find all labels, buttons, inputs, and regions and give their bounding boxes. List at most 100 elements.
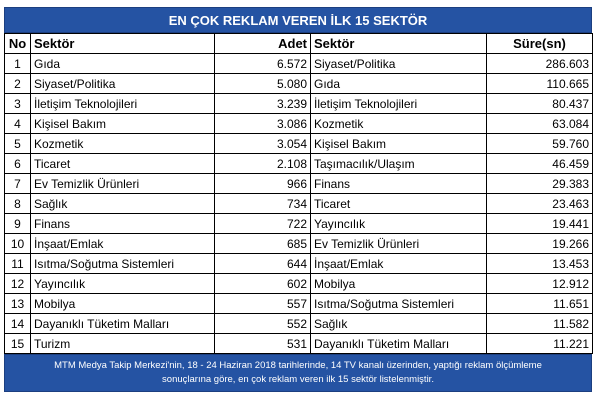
cell-no: 14	[4, 313, 31, 334]
cell-sector-by-duration: Sağlık	[310, 313, 487, 334]
cell-sector-by-duration: Siyaset/Politika	[310, 53, 487, 74]
cell-sector-by-duration: Taşımacılık/Ulaşım	[310, 153, 487, 174]
table-row: 4 Kişisel Bakım 3.086 Kozmetik 63.084	[4, 113, 593, 134]
cell-sector-by-count: Gıda	[30, 53, 215, 74]
cell-no: 1	[4, 53, 31, 74]
cell-sector-by-duration: Mobilya	[310, 273, 487, 294]
cell-sector-by-count: Isıtma/Soğutma Sistemleri	[30, 253, 215, 274]
cell-sector-by-count: Sağlık	[30, 193, 215, 214]
table-row: 9 Finans 722 Yayıncılık 19.441	[4, 213, 593, 234]
cell-sector-by-count: Kozmetik	[30, 133, 215, 154]
cell-count: 6.572	[214, 53, 311, 74]
cell-sector-by-duration: Gıda	[310, 73, 487, 94]
table-row: 1 Gıda 6.572 Siyaset/Politika 286.603	[4, 53, 593, 74]
table-row: 10 İnşaat/Emlak 685 Ev Temizlik Ürünleri 19.…	[4, 233, 593, 254]
cell-sector-by-count: Ev Temizlik Ürünleri	[30, 173, 215, 194]
cell-duration: 11.651	[486, 293, 593, 314]
cell-no: 5	[4, 133, 31, 154]
table-row: 14 Dayanıklı Tüketim Malları 552 Sağlık 11.5…	[4, 313, 593, 334]
cell-sector-by-count: Dayanıklı Tüketim Malları	[30, 313, 215, 334]
table-row: 8 Sağlık 734 Ticaret 23.463	[4, 193, 593, 214]
cell-sector-by-count: İnşaat/Emlak	[30, 233, 215, 254]
footnote-line-2: sonuçlarına göre, en çok reklam veren il…	[162, 374, 434, 385]
cell-no: 2	[4, 73, 31, 94]
cell-sector-by-duration: Dayanıklı Tüketim Malları	[310, 333, 487, 354]
cell-duration: 13.453	[486, 253, 593, 274]
cell-no: 3	[4, 93, 31, 114]
cell-sector-by-count: Ticaret	[30, 153, 215, 174]
cell-duration: 19.266	[486, 233, 593, 254]
cell-duration: 59.760	[486, 133, 593, 154]
cell-sector-by-duration: Kişisel Bakım	[310, 133, 487, 154]
cell-duration: 80.437	[486, 93, 593, 114]
sector-ranking-table: No Sektör Adet Sektör Süre(sn) 1 Gıda 6.57…	[4, 33, 593, 354]
cell-sector-by-count: Finans	[30, 213, 215, 234]
cell-sector-by-count: Turizm	[30, 333, 215, 354]
cell-sector-by-duration: Finans	[310, 173, 487, 194]
cell-no: 15	[4, 333, 31, 354]
cell-duration: 286.603	[486, 53, 593, 74]
cell-sector-by-count: İletişim Teknolojileri	[30, 93, 215, 114]
table-row: 13 Mobilya 557 Isıtma/Soğutma Sistemleri 11.…	[4, 293, 593, 314]
table-row: 3 İletişim Teknolojileri 3.239 İletişim Tek…	[4, 93, 593, 114]
cell-count: 602	[214, 273, 311, 294]
table-row: 6 Ticaret 2.108 Taşımacılık/Ulaşım 46.459	[4, 153, 593, 174]
cell-sector-by-duration: Kozmetik	[310, 113, 487, 134]
cell-count: 557	[214, 293, 311, 314]
cell-count: 2.108	[214, 153, 311, 174]
cell-duration: 29.383	[486, 173, 593, 194]
table-row: 15 Turizm 531 Dayanıklı Tüketim Malları 11.2…	[4, 333, 593, 354]
cell-no: 9	[4, 213, 31, 234]
table-row: 5 Kozmetik 3.054 Kişisel Bakım 59.760	[4, 133, 593, 154]
cell-sector-by-duration: İletişim Teknolojileri	[310, 93, 487, 114]
cell-duration: 110.665	[486, 73, 593, 94]
cell-no: 6	[4, 153, 31, 174]
header-duration: Süre(sn)	[486, 33, 593, 54]
cell-count: 685	[214, 233, 311, 254]
cell-duration: 11.221	[486, 333, 593, 354]
cell-no: 8	[4, 193, 31, 214]
table-row: 12 Yayıncılık 602 Mobilya 12.912	[4, 273, 593, 294]
cell-count: 966	[214, 173, 311, 194]
cell-count: 3.239	[214, 93, 311, 114]
cell-sector-by-duration: Ticaret	[310, 193, 487, 214]
footnote-line-1: MTM Medya Takip Merkezi'nin, 18 - 24 Haz…	[54, 360, 542, 371]
cell-count: 5.080	[214, 73, 311, 94]
header-no: No	[4, 33, 31, 54]
table-row: 2 Siyaset/Politika 5.080 Gıda 110.665	[4, 73, 593, 94]
cell-sector-by-duration: Yayıncılık	[310, 213, 487, 234]
cell-sector-by-count: Siyaset/Politika	[30, 73, 215, 94]
cell-duration: 12.912	[486, 273, 593, 294]
cell-count: 644	[214, 253, 311, 274]
cell-duration: 46.459	[486, 153, 593, 174]
header-sector-count: Sektör	[30, 33, 215, 54]
cell-duration: 63.084	[486, 113, 593, 134]
header-sector-duration: Sektör	[310, 33, 487, 54]
cell-no: 4	[4, 113, 31, 134]
cell-duration: 23.463	[486, 193, 593, 214]
cell-no: 12	[4, 273, 31, 294]
report-table-sheet: EN ÇOK REKLAM VEREN İLK 15 SEKTÖR No Sek…	[3, 7, 593, 392]
cell-sector-by-duration: İnşaat/Emlak	[310, 253, 487, 274]
footnote: MTM Medya Takip Merkezi'nin, 18 - 24 Haz…	[4, 354, 592, 392]
cell-count: 734	[214, 193, 311, 214]
table-title: EN ÇOK REKLAM VEREN İLK 15 SEKTÖR	[4, 7, 592, 33]
cell-sector-by-count: Yayıncılık	[30, 273, 215, 294]
header-count: Adet	[214, 33, 311, 54]
cell-no: 11	[4, 253, 31, 274]
table-row: 11 Isıtma/Soğutma Sistemleri 644 İnşaat/Eml…	[4, 253, 593, 274]
cell-sector-by-duration: Ev Temizlik Ürünleri	[310, 233, 487, 254]
cell-count: 552	[214, 313, 311, 334]
cell-count: 531	[214, 333, 311, 354]
table-row: 7 Ev Temizlik Ürünleri 966 Finans 29.383	[4, 173, 593, 194]
cell-sector-by-count: Kişisel Bakım	[30, 113, 215, 134]
cell-sector-by-count: Mobilya	[30, 293, 215, 314]
cell-count: 722	[214, 213, 311, 234]
cell-duration: 19.441	[486, 213, 593, 234]
cell-count: 3.086	[214, 113, 311, 134]
cell-sector-by-duration: Isıtma/Soğutma Sistemleri	[310, 293, 487, 314]
cell-duration: 11.582	[486, 313, 593, 334]
cell-no: 7	[4, 173, 31, 194]
cell-count: 3.054	[214, 133, 311, 154]
header-row: No Sektör Adet Sektör Süre(sn)	[4, 33, 593, 54]
